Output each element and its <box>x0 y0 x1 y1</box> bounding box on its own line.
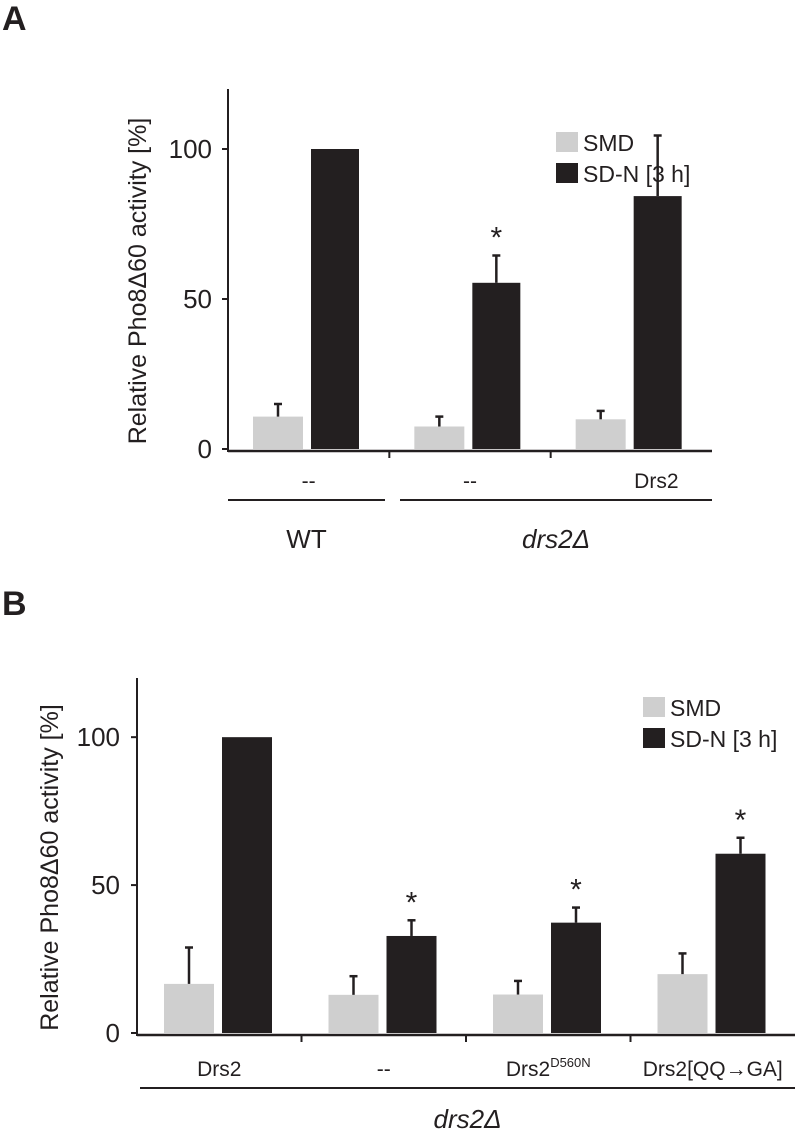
group-label: drs2Δ <box>433 1104 501 1134</box>
category-label: Drs2 <box>634 470 678 493</box>
legend-label: SMD <box>670 695 721 721</box>
bar-smd <box>164 983 214 1033</box>
bar-smd <box>414 426 465 449</box>
panel-letter: B <box>2 585 27 623</box>
significance-asterisk: * <box>735 804 747 837</box>
legend-label: SD-N [3 h] <box>583 161 690 187</box>
bar-sd-n <box>386 935 437 1033</box>
panel-letter: A <box>2 0 27 38</box>
category-label-superscript: D560N <box>550 1055 590 1070</box>
y-tick-label: 100 <box>169 134 212 164</box>
significance-asterisk: * <box>490 222 502 255</box>
y-tick-label: 100 <box>77 722 120 752</box>
bar-sd-n <box>472 282 521 449</box>
category-label-text: Drs2 <box>197 1058 241 1081</box>
legend-swatch <box>643 697 665 717</box>
category-label: Drs2[QQ→GA] <box>643 1058 783 1081</box>
y-tick-label: 0 <box>106 1018 120 1048</box>
category-label-text: -- <box>463 470 477 493</box>
category-label-text: Drs2 <box>506 1058 550 1081</box>
bar-smd <box>328 994 379 1033</box>
category-label: -- <box>377 1058 391 1081</box>
panel-b: B 0 50 100 Relative Pho8Δ60 activity [%] Drs2… <box>2 585 795 1134</box>
y-tick-label: 50 <box>91 870 120 900</box>
legend-label: SD-N [3 h] <box>670 726 777 752</box>
category-label: -- <box>463 470 477 493</box>
y-axis-label: Relative Pho8Δ60 activity [%] <box>36 704 64 1031</box>
category-label: Drs2D560N <box>506 1055 591 1081</box>
legend-swatch <box>556 132 578 152</box>
group-label: drs2Δ <box>522 524 590 554</box>
y-tick-label: 0 <box>198 434 212 464</box>
bar-sd-n <box>222 737 272 1033</box>
y-axis-label: Relative Pho8Δ60 activity [%] <box>124 118 152 445</box>
bar-smd <box>657 974 708 1033</box>
significance-asterisk: * <box>406 886 418 919</box>
bar-smd <box>575 419 626 449</box>
legend-swatch <box>556 163 578 183</box>
category-label-text: Drs2 <box>634 470 678 493</box>
y-tick-label: 50 <box>183 284 212 314</box>
bar-sd-n <box>311 149 359 449</box>
bar-sd-n <box>551 922 601 1033</box>
bar-smd <box>493 994 543 1033</box>
significance-asterisk: * <box>570 874 582 907</box>
category-label-text: -- <box>302 470 316 493</box>
bar-smd <box>253 416 303 449</box>
group-label: WT <box>286 524 327 554</box>
legend-swatch <box>643 728 665 748</box>
category-label: -- <box>302 470 316 493</box>
category-label-text: Drs2[QQ→GA] <box>643 1058 783 1081</box>
bar-sd-n <box>633 196 682 449</box>
category-label: Drs2 <box>197 1058 241 1081</box>
panel-a: A 0 50 100 Relative Pho8Δ60 activity [%] -- * -… <box>2 0 712 554</box>
legend-label: SMD <box>583 130 634 156</box>
category-label-text: -- <box>377 1058 391 1081</box>
bar-sd-n <box>715 853 766 1033</box>
